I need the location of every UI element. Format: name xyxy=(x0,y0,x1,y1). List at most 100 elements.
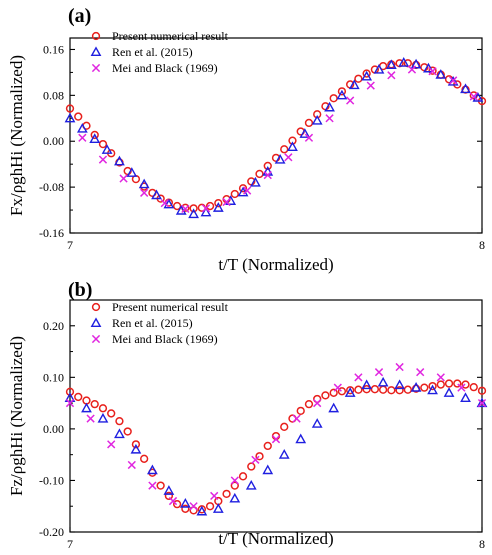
panel-a: (a) -0.16 -0.08 0.00 0.08 0.16 7 8 t/T (Normaliz… xyxy=(7,5,487,274)
panel-b: (b) -0.20 -0.10 0.00 0.10 0.20 7 8 t/T (Normaliz… xyxy=(7,279,488,551)
data-point xyxy=(164,491,174,501)
data-point xyxy=(449,76,458,85)
data-point xyxy=(348,79,360,90)
x-tick-label: 7 xyxy=(67,537,73,550)
y-axis-title: Fx/ρghHi (Normalized) xyxy=(7,55,26,216)
data-point xyxy=(81,402,92,413)
data-point xyxy=(460,83,471,94)
data-point xyxy=(337,87,347,96)
x-axis-title: t/T (Normalized) xyxy=(218,255,333,274)
data-point xyxy=(98,404,108,413)
data-point xyxy=(205,502,215,511)
data-point xyxy=(453,379,462,388)
data-point xyxy=(284,153,293,162)
data-point xyxy=(230,481,239,490)
data-point xyxy=(140,188,149,197)
data-point xyxy=(325,114,334,123)
data-point xyxy=(229,492,241,503)
data-point xyxy=(395,362,404,372)
data-point xyxy=(443,387,455,397)
data-point xyxy=(387,71,396,80)
data-point xyxy=(378,385,388,394)
data-point xyxy=(74,112,83,121)
data-point xyxy=(394,379,405,390)
legend-label: Ren et al. (2015) xyxy=(112,45,193,59)
data-point xyxy=(362,69,371,78)
data-point xyxy=(292,414,301,423)
data-point xyxy=(140,454,149,463)
legend-label: Present numerical result xyxy=(112,29,229,43)
data-point xyxy=(245,479,257,490)
data-point xyxy=(74,392,83,402)
data-point xyxy=(114,155,125,166)
data-point xyxy=(328,402,340,413)
x-tick-label: 8 xyxy=(479,537,485,550)
data-point xyxy=(420,383,429,392)
legend-marker xyxy=(90,317,102,328)
data-point xyxy=(64,112,76,123)
data-point xyxy=(311,418,323,428)
data-point xyxy=(238,472,248,481)
y-axis-title: Fz/ρghHi (Normalized) xyxy=(7,336,26,496)
data-point xyxy=(163,485,175,495)
series-0 xyxy=(65,59,487,213)
data-point xyxy=(172,201,182,211)
data-point xyxy=(427,384,438,395)
data-point xyxy=(210,491,219,501)
data-point xyxy=(333,383,342,392)
data-point xyxy=(428,67,437,76)
data-point xyxy=(428,66,437,75)
series-0 xyxy=(65,379,487,515)
data-point xyxy=(212,202,224,212)
data-point xyxy=(205,201,215,211)
data-point xyxy=(435,69,447,79)
legend-label: Mei and Black (1969) xyxy=(112,61,218,75)
data-point xyxy=(472,92,484,102)
data-point xyxy=(243,186,252,195)
y-tick-label: 0.20 xyxy=(43,319,64,333)
data-point xyxy=(196,505,208,516)
data-point xyxy=(304,399,314,409)
data-point xyxy=(263,161,272,171)
data-point xyxy=(469,382,478,392)
data-point xyxy=(189,502,198,511)
data-point xyxy=(461,380,470,389)
data-point xyxy=(98,139,108,149)
data-point xyxy=(64,392,76,403)
data-point xyxy=(250,176,261,187)
plot-frame xyxy=(69,299,483,533)
data-point xyxy=(304,133,314,142)
data-point xyxy=(329,388,338,397)
data-point xyxy=(65,398,75,408)
data-point xyxy=(119,174,128,183)
data-point xyxy=(295,433,307,444)
data-point xyxy=(238,184,248,193)
data-point xyxy=(278,449,290,459)
series-1 xyxy=(64,376,488,516)
data-point xyxy=(107,409,116,418)
data-point xyxy=(188,208,199,219)
data-point xyxy=(299,128,311,138)
panel-label: (a) xyxy=(68,5,91,27)
data-point xyxy=(324,101,335,112)
data-point xyxy=(354,385,363,394)
data-point xyxy=(444,379,454,388)
data-point xyxy=(313,398,322,408)
legend-label: Mei and Black (1969) xyxy=(112,332,218,346)
legend-marker xyxy=(91,334,101,344)
data-point xyxy=(189,204,198,213)
y-tick-label: 0.00 xyxy=(43,134,64,148)
data-point xyxy=(230,476,239,485)
data-point xyxy=(387,386,396,395)
data-point xyxy=(477,398,487,408)
y-tick-label: -0.08 xyxy=(39,180,64,194)
data-point xyxy=(337,387,347,396)
data-point xyxy=(90,399,99,409)
y-tick-label: -0.20 xyxy=(39,525,64,539)
data-point xyxy=(395,386,404,395)
data-point xyxy=(65,104,75,113)
data-point xyxy=(460,392,471,403)
data-point xyxy=(151,189,162,200)
data-point xyxy=(97,412,109,423)
